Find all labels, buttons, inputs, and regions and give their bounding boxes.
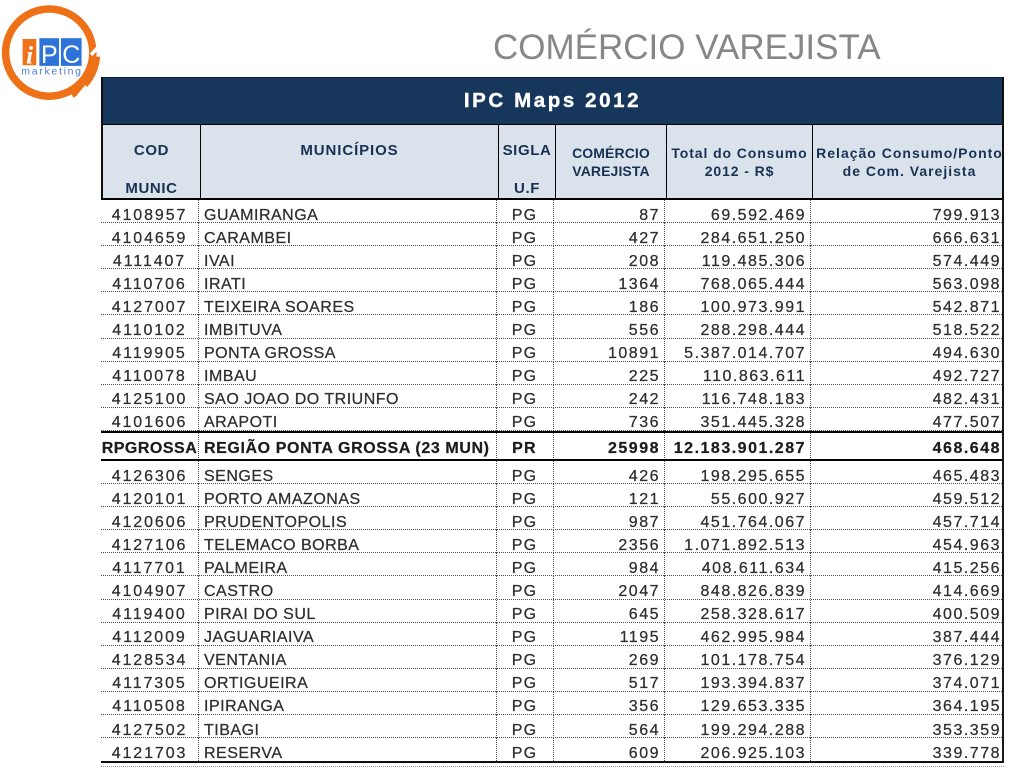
svg-text:marketing: marketing <box>21 66 82 78</box>
svg-text:i: i <box>26 43 33 70</box>
svg-text:C: C <box>62 41 80 69</box>
svg-text:P: P <box>41 41 58 69</box>
